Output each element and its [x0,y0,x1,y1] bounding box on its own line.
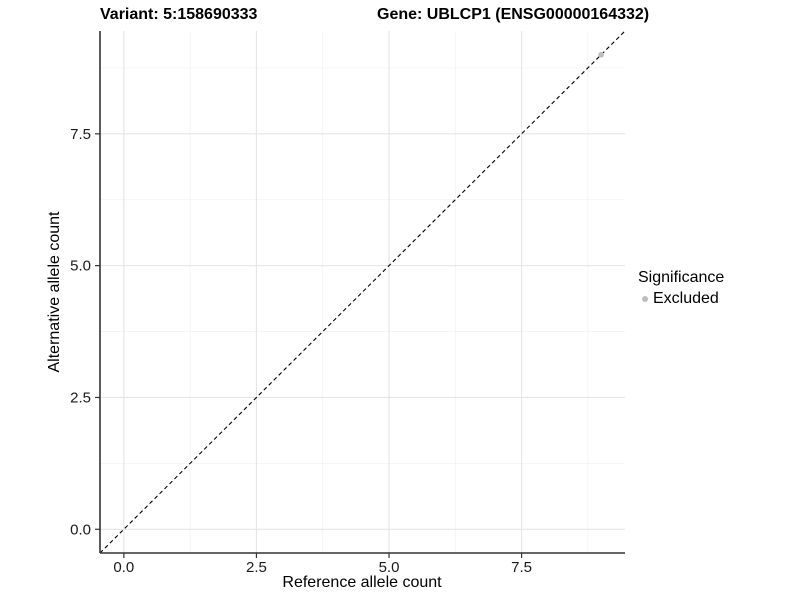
legend-item-label: Excluded [653,290,719,307]
y-tick-label: 5.0 [70,258,91,275]
legend: Significance Excluded [638,269,724,308]
y-tick-label: 0.0 [70,521,91,538]
identity-reference-line [99,30,626,554]
excluded-point-marker-icon [642,296,648,302]
x-tick-label: 0.0 [113,559,134,576]
legend-title: Significance [638,269,725,286]
y-tick-label: 2.5 [70,389,91,406]
x-axis-label: Reference allele count [282,574,442,591]
variant-title: Variant: 5:158690333 [100,6,258,23]
legend-item-excluded: Excluded [638,290,724,308]
x-tick-label: 5.0 [379,559,400,576]
y-tick-label: 7.5 [70,126,91,143]
x-tick-label: 7.5 [511,559,532,576]
data-point-excluded [598,51,604,58]
x-tick-label: 2.5 [246,559,267,576]
y-axis-label: Alternative allele count [46,211,63,373]
gene-title: Gene: UBLCP1 (ENSG00000164332) [377,6,650,23]
